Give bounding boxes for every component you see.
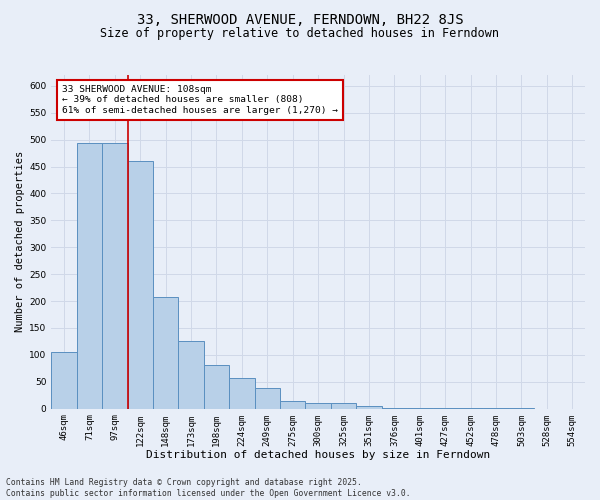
Y-axis label: Number of detached properties: Number of detached properties [15, 151, 25, 332]
Bar [254, 388, 280, 408]
Text: 33, SHERWOOD AVENUE, FERNDOWN, BH22 8JS: 33, SHERWOOD AVENUE, FERNDOWN, BH22 8JS [137, 12, 463, 26]
Text: 33 SHERWOOD AVENUE: 108sqm
← 39% of detached houses are smaller (808)
61% of sem: 33 SHERWOOD AVENUE: 108sqm ← 39% of deta… [62, 85, 338, 115]
Text: Contains HM Land Registry data © Crown copyright and database right 2025.
Contai: Contains HM Land Registry data © Crown c… [6, 478, 410, 498]
Bar [331, 404, 356, 408]
Bar [77, 144, 102, 408]
Bar [229, 378, 254, 408]
Bar [178, 342, 204, 408]
Bar [280, 401, 305, 408]
Bar [102, 144, 128, 408]
Bar [204, 364, 229, 408]
X-axis label: Distribution of detached houses by size in Ferndown: Distribution of detached houses by size … [146, 450, 490, 460]
Bar [153, 298, 178, 408]
Bar [305, 404, 331, 408]
Bar [128, 161, 153, 408]
Bar [356, 406, 382, 408]
Bar [51, 352, 77, 408]
Text: Size of property relative to detached houses in Ferndown: Size of property relative to detached ho… [101, 28, 499, 40]
